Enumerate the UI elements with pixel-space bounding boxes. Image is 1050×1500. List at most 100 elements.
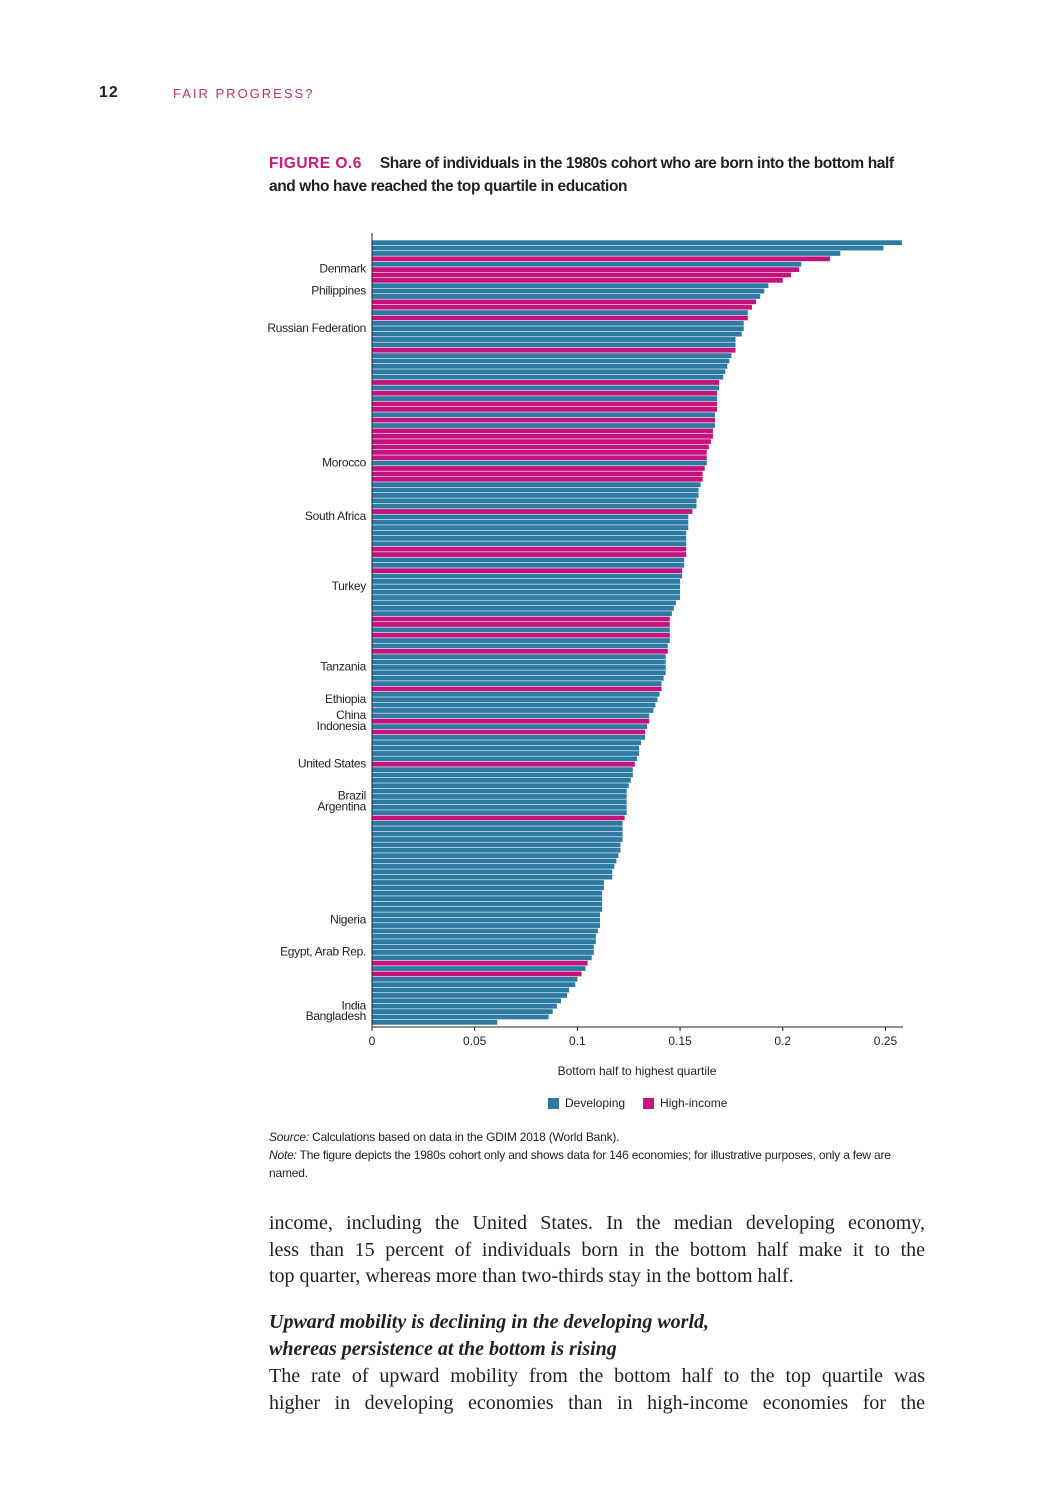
bar xyxy=(372,681,662,686)
bar xyxy=(372,412,715,418)
source: Source: Calculations based on data in th… xyxy=(269,1128,899,1146)
bar xyxy=(372,863,615,869)
bar xyxy=(372,751,639,756)
y-tick-label: Egypt, Arab Rep. xyxy=(280,945,366,959)
bar xyxy=(372,896,603,902)
bar xyxy=(372,353,732,358)
running-title: FAIR PROGRESS? xyxy=(173,86,315,101)
bar xyxy=(372,826,623,832)
bar xyxy=(372,579,681,584)
bar xyxy=(372,433,713,439)
bar xyxy=(372,772,633,778)
bar xyxy=(372,842,621,848)
bar xyxy=(372,810,627,816)
bar xyxy=(372,251,841,256)
bar xyxy=(372,315,748,321)
bar xyxy=(372,928,598,934)
bar xyxy=(372,546,687,552)
text-line: top quarter, whereas more than two-third… xyxy=(269,1265,794,1287)
bar xyxy=(372,912,600,918)
bar xyxy=(372,933,596,939)
x-tick-label: 0.2 xyxy=(774,1034,791,1048)
note: Note: The figure depicts the 1980s cohor… xyxy=(269,1146,899,1182)
legend-swatch xyxy=(643,1098,655,1109)
bar xyxy=(372,686,662,692)
bar xyxy=(372,670,666,676)
bar xyxy=(372,756,637,762)
bar xyxy=(372,718,650,724)
bar xyxy=(372,358,730,364)
bar xyxy=(372,729,646,735)
bar xyxy=(372,777,631,783)
y-tick-label: Nigeria xyxy=(330,912,367,926)
bar xyxy=(372,815,625,821)
bar xyxy=(372,1014,549,1020)
bar xyxy=(372,347,736,353)
y-tick-label: Philippines xyxy=(311,283,366,297)
bar xyxy=(372,831,623,837)
text-line: whereas persistence at the bottom is ris… xyxy=(269,1337,617,1360)
bar xyxy=(372,734,646,740)
bar xyxy=(372,659,666,665)
bar xyxy=(372,622,670,627)
bar xyxy=(372,853,619,859)
bar xyxy=(372,907,603,912)
bar xyxy=(372,923,600,928)
page-number: 12 xyxy=(99,84,119,101)
bar xyxy=(372,654,666,660)
figure-label: FIGURE O.6 xyxy=(269,155,362,172)
y-tick-label: Ethiopia xyxy=(325,692,367,706)
bar xyxy=(372,917,600,923)
bar xyxy=(372,1009,553,1014)
bar xyxy=(372,503,697,509)
bar xyxy=(372,455,707,461)
bar xyxy=(372,858,617,864)
bar xyxy=(372,600,676,606)
bar xyxy=(372,605,674,611)
bar xyxy=(372,401,718,407)
bar xyxy=(372,976,578,982)
bar xyxy=(372,331,742,337)
bar xyxy=(372,283,769,289)
bar xyxy=(372,536,687,541)
bar xyxy=(372,950,594,955)
bar xyxy=(372,794,627,799)
text-line: income, including the United States. In … xyxy=(269,1212,925,1234)
bar xyxy=(372,374,724,380)
bar xyxy=(372,966,586,971)
source-text: Calculations based on data in the GDIM 2… xyxy=(308,1130,620,1144)
bar xyxy=(372,423,715,428)
bar xyxy=(372,380,720,385)
y-tick-label: Morocco xyxy=(322,455,367,469)
bar xyxy=(372,476,703,482)
bar xyxy=(372,955,592,961)
bar xyxy=(372,724,648,729)
bar xyxy=(372,708,654,713)
bar xyxy=(372,837,623,842)
bar xyxy=(372,702,656,708)
x-tick-label: 0 xyxy=(369,1034,376,1048)
bar xyxy=(372,449,707,455)
bar xyxy=(372,799,627,805)
bar xyxy=(372,584,681,590)
bar xyxy=(372,396,718,402)
bar xyxy=(372,320,744,326)
bar xyxy=(372,589,681,595)
bar xyxy=(372,310,748,315)
bar xyxy=(372,294,761,299)
y-tick-label: Russian Federation xyxy=(267,321,366,335)
bar xyxy=(372,847,621,853)
bar xyxy=(372,466,705,471)
bar xyxy=(372,288,765,294)
y-tick-label: Tanzania xyxy=(320,660,366,674)
bar xyxy=(372,557,685,563)
text-line: higher in developing economies than in h… xyxy=(269,1391,925,1414)
bar xyxy=(372,267,800,272)
bar xyxy=(372,493,699,498)
bar xyxy=(372,638,670,643)
y-tick-label: India xyxy=(341,998,366,1012)
text-line: The rate of upward mobility from the bot… xyxy=(269,1365,925,1387)
bar xyxy=(372,369,726,375)
bar xyxy=(372,525,689,531)
